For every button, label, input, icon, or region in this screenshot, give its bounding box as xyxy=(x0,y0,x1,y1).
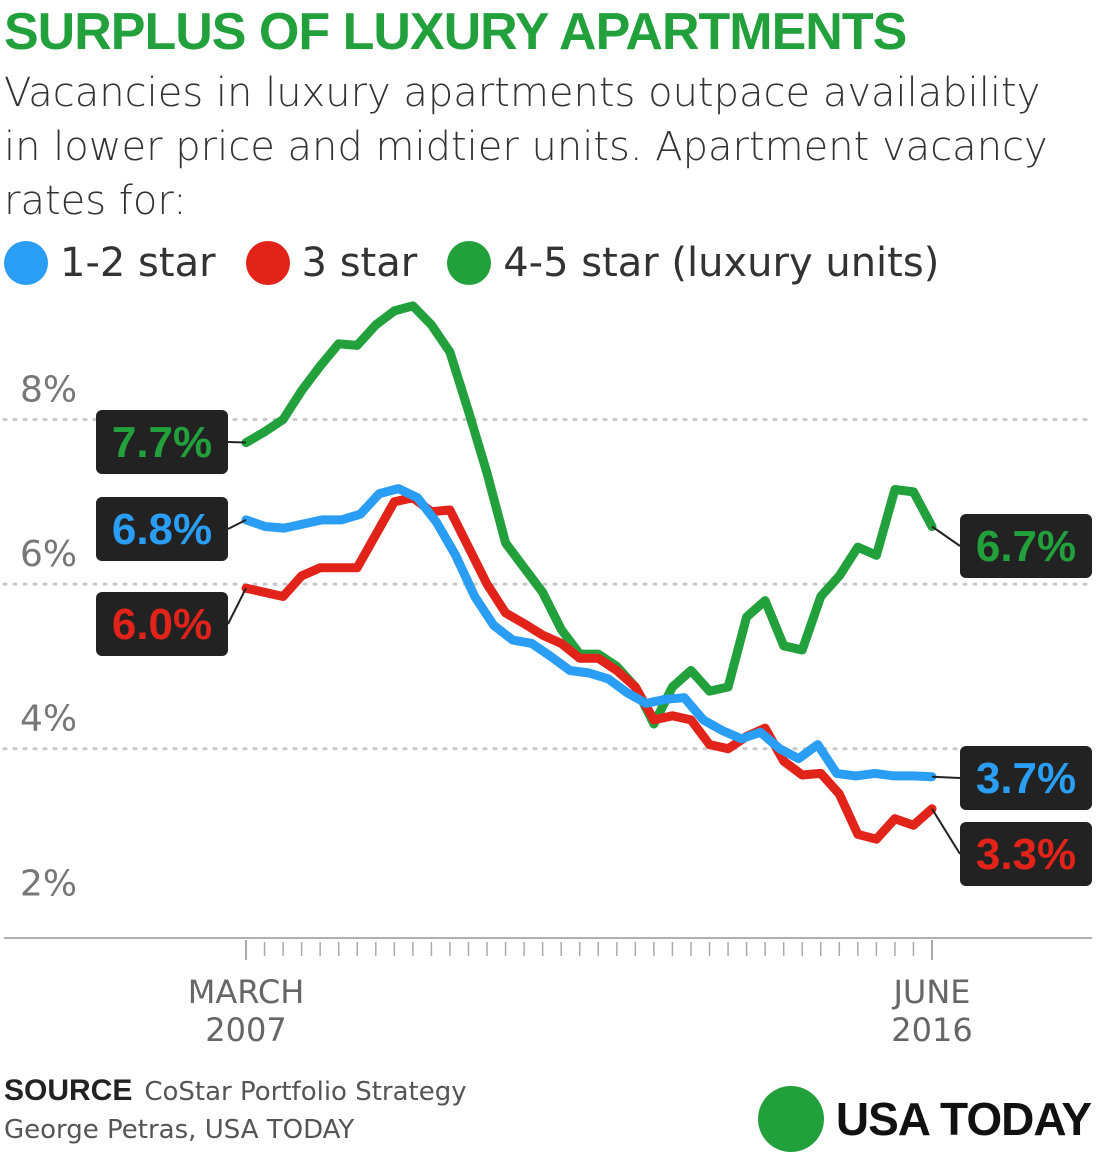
end-value-label-box xyxy=(960,746,1092,810)
legend-label: 1-2 star xyxy=(60,240,216,286)
legend-dot-icon xyxy=(4,241,48,285)
start-value-label-box xyxy=(96,592,228,656)
series-line-3 xyxy=(241,493,937,844)
x-tick-label-end: 2016 xyxy=(891,1011,972,1049)
start-value-label: 6.0% xyxy=(112,600,212,649)
end-value-label: 3.3% xyxy=(976,830,1076,879)
end-value-label-box xyxy=(960,822,1092,886)
end-value-label-box xyxy=(960,514,1092,578)
source-label: SOURCE xyxy=(4,1074,133,1107)
source-text: CoStar Portfolio Strategy xyxy=(144,1077,467,1107)
start-value-label-connector xyxy=(227,587,247,625)
chart-footer: SOURCE CoStar Portfolio Strategy George P… xyxy=(4,1072,467,1149)
start-value-label: 7.7% xyxy=(112,418,212,467)
legend-item-4-5-star: 4-5 star (luxury units) xyxy=(447,240,939,286)
legend-item-1-2-star: 1-2 star xyxy=(4,240,216,286)
y-tick-label: 8% xyxy=(20,370,77,411)
x-tick-label-start: MARCH xyxy=(188,973,305,1011)
start-value-label-box xyxy=(96,410,228,474)
brand-dot-icon xyxy=(757,1086,824,1152)
legend-label: 4-5 star (luxury units) xyxy=(503,240,940,286)
legend-dot-icon xyxy=(447,241,492,285)
chart-legend: 1-2 star 3 star 4-5 star (luxury units) xyxy=(4,236,969,290)
legend-dot-icon xyxy=(245,241,290,285)
end-value-label: 3.7% xyxy=(976,754,1076,803)
start-value-label-connector xyxy=(227,441,247,444)
chart-title: SURPLUS OF LUXURY APARTMENTS xyxy=(4,3,907,61)
source-line: SOURCE CoStar Portfolio Strategy xyxy=(4,1072,467,1111)
chart-subtitle: Vacancies in luxury apartments outpace a… xyxy=(4,70,1048,224)
usa-today-logo: USA TODAY xyxy=(757,1086,1092,1152)
credit-line: George Petras, USA TODAY xyxy=(4,1115,355,1145)
y-tick-label: 6% xyxy=(20,534,77,575)
end-value-label: 6.7% xyxy=(976,522,1076,571)
legend-item-3-star: 3 star xyxy=(245,240,418,286)
start-value-label-connector xyxy=(227,519,247,530)
y-tick-label: 4% xyxy=(20,699,77,740)
end-value-label-connector xyxy=(931,808,961,855)
brand-name: USA TODAY xyxy=(835,1093,1092,1145)
end-value-label-connector xyxy=(931,525,961,547)
y-tick-label: 2% xyxy=(20,863,77,904)
x-tick-label-start: 2007 xyxy=(205,1011,286,1049)
legend-label: 3 star xyxy=(301,240,418,286)
series-line-1-2 xyxy=(241,484,937,782)
start-value-label-box xyxy=(96,497,228,561)
x-tick-label-end: JUNE xyxy=(891,973,970,1011)
start-value-label: 6.8% xyxy=(112,505,212,554)
end-value-label-connector xyxy=(931,775,961,779)
